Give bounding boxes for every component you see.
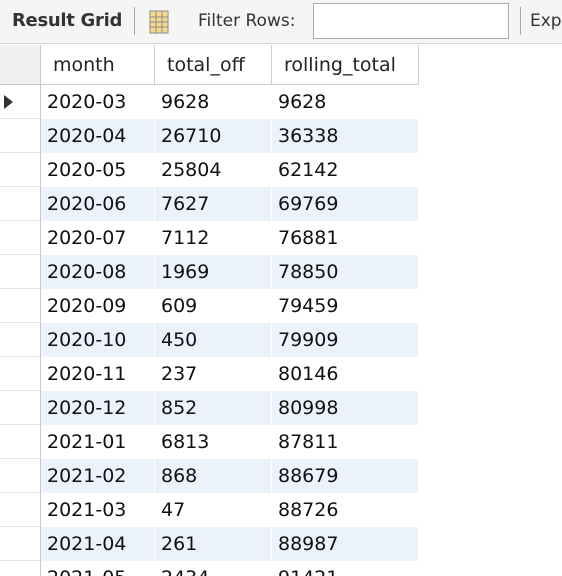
column-header-total-off[interactable]: total_off [155,45,272,85]
table-cell-rolling-total[interactable]: 9628 [272,85,419,119]
export-button[interactable]: Exp [530,11,562,31]
row-header[interactable] [0,527,41,561]
grid-corner [0,45,41,85]
table-cell-total-off[interactable]: 450 [155,323,272,357]
table-cell-total-off[interactable]: 26710 [155,119,272,153]
column-header-rolling-total[interactable]: rolling_total [272,45,419,85]
table-cell-rolling-total[interactable]: 88679 [272,459,419,493]
filter-rows-label: Filter Rows: [198,11,296,31]
row-header[interactable] [0,255,41,289]
table-cell-month[interactable]: 2021-01 [41,425,155,459]
table-cell-rolling-total[interactable]: 69769 [272,187,419,221]
table-cell-total-off[interactable]: 9628 [155,85,272,119]
table-cell-total-off[interactable]: 261 [155,527,272,561]
grid-view-icon[interactable] [146,9,172,35]
table-row[interactable]: 2020-06 7627 69769 [0,187,562,221]
table-row[interactable]: 2020-08 1969 78850 [0,255,562,289]
result-grid: month total_off rolling_total 2020-03 962… [0,45,562,576]
table-cell-month[interactable]: 2020-09 [41,289,155,323]
table-cell-rolling-total[interactable]: 88726 [272,493,419,527]
row-header[interactable] [0,119,41,153]
row-header[interactable] [0,85,41,119]
table-cell-total-off[interactable]: 7112 [155,221,272,255]
table-cell-total-off[interactable]: 237 [155,357,272,391]
table-row[interactable]: 2020-09 609 79459 [0,289,562,323]
table-row[interactable]: 2020-07 7112 76881 [0,221,562,255]
table-row[interactable]: 2020-11 237 80146 [0,357,562,391]
table-cell-rolling-total[interactable]: 76881 [272,221,419,255]
result-grid-title: Result Grid [12,10,123,31]
table-row[interactable]: 2021-04 261 88987 [0,527,562,561]
table-cell-total-off[interactable]: 1969 [155,255,272,289]
table-row[interactable]: 2020-03 9628 9628 [0,85,562,119]
result-grid-toolbar: Result Grid Filter Rows: Exp [0,0,562,44]
table-cell-month[interactable]: 2021-05 [41,561,155,576]
table-cell-month[interactable]: 2020-04 [41,119,155,153]
row-header[interactable] [0,289,41,323]
table-cell-total-off[interactable]: 6813 [155,425,272,459]
row-header[interactable] [0,561,41,576]
table-cell-rolling-total[interactable]: 36338 [272,119,419,153]
table-cell-month[interactable]: 2020-05 [41,153,155,187]
row-header[interactable] [0,459,41,493]
table-cell-month[interactable]: 2020-07 [41,221,155,255]
table-cell-rolling-total[interactable]: 80998 [272,391,419,425]
toolbar-separator [520,7,521,35]
table-cell-total-off[interactable]: 7627 [155,187,272,221]
table-cell-rolling-total[interactable]: 78850 [272,255,419,289]
row-header[interactable] [0,323,41,357]
table-cell-rolling-total[interactable]: 80146 [272,357,419,391]
table-row[interactable]: 2021-03 47 88726 [0,493,562,527]
table-cell-total-off[interactable]: 609 [155,289,272,323]
toolbar-separator [134,7,135,35]
table-row[interactable]: 2021-02 868 88679 [0,459,562,493]
row-header[interactable] [0,187,41,221]
table-cell-total-off[interactable]: 25804 [155,153,272,187]
table-cell-month[interactable]: 2020-08 [41,255,155,289]
table-cell-rolling-total[interactable]: 79909 [272,323,419,357]
table-cell-month[interactable]: 2020-03 [41,85,155,119]
table-cell-month[interactable]: 2020-12 [41,391,155,425]
table-cell-total-off[interactable]: 852 [155,391,272,425]
table-cell-rolling-total[interactable]: 79459 [272,289,419,323]
row-header[interactable] [0,493,41,527]
table-cell-month[interactable]: 2020-11 [41,357,155,391]
table-cell-rolling-total[interactable]: 91421 [272,561,419,576]
table-cell-total-off[interactable]: 868 [155,459,272,493]
table-cell-rolling-total[interactable]: 87811 [272,425,419,459]
table-cell-month[interactable]: 2020-06 [41,187,155,221]
table-row[interactable]: 2021-05243491421 [0,561,562,576]
table-row[interactable]: 2020-12 852 80998 [0,391,562,425]
row-header[interactable] [0,357,41,391]
column-header-month[interactable]: month [41,45,155,85]
table-cell-total-off[interactable]: 2434 [155,561,272,576]
table-cell-month[interactable]: 2021-03 [41,493,155,527]
filter-rows-input[interactable] [313,3,509,39]
current-row-marker-icon [4,95,13,109]
row-header[interactable] [0,391,41,425]
table-cell-month[interactable]: 2021-02 [41,459,155,493]
row-header[interactable] [0,221,41,255]
table-row[interactable]: 2020-04 26710 36338 [0,119,562,153]
grid-header-row: month total_off rolling_total [0,45,562,85]
table-row[interactable]: 2020-05 25804 62142 [0,153,562,187]
table-row[interactable]: 2021-01 6813 87811 [0,425,562,459]
table-cell-month[interactable]: 2020-10 [41,323,155,357]
row-header[interactable] [0,425,41,459]
grid-empty-area [419,45,562,576]
table-cell-total-off[interactable]: 47 [155,493,272,527]
table-cell-month[interactable]: 2021-04 [41,527,155,561]
table-row[interactable]: 2020-10 450 79909 [0,323,562,357]
table-cell-rolling-total[interactable]: 88987 [272,527,419,561]
table-cell-rolling-total[interactable]: 62142 [272,153,419,187]
row-header[interactable] [0,153,41,187]
